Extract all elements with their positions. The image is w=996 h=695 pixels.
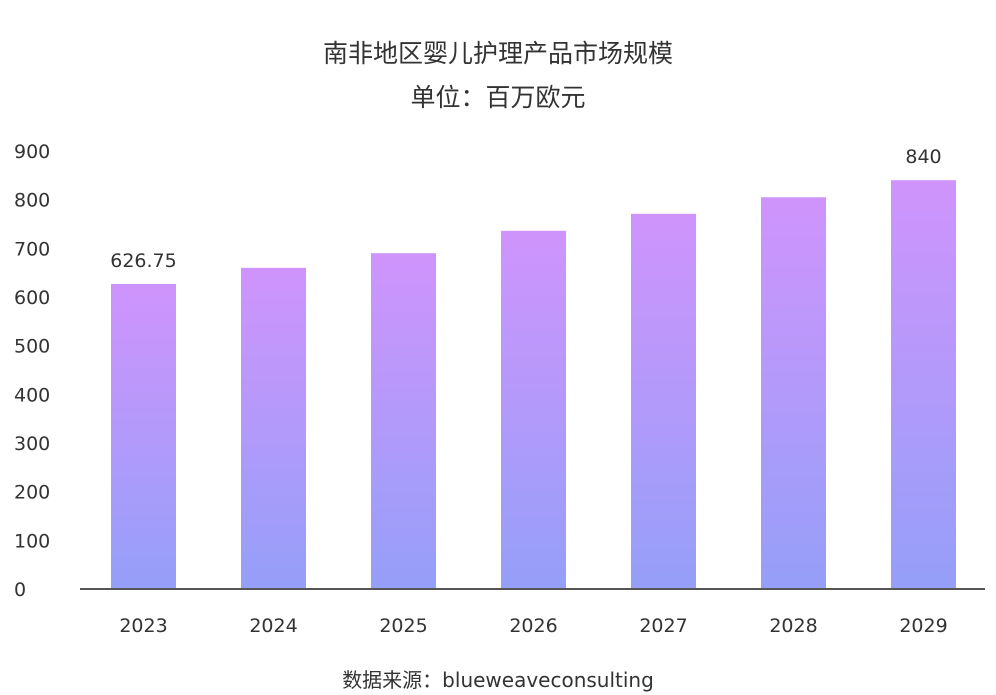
y-tick-label: 0 (14, 579, 26, 601)
bar-2027 (631, 213, 696, 589)
chart-subtitle: 单位：百万欧元 (410, 83, 586, 112)
y-tick-label: 800 (14, 190, 50, 212)
x-tick-label: 2023 (119, 615, 167, 637)
y-tick-label: 700 (14, 238, 50, 260)
y-tick-label: 300 (14, 433, 50, 455)
x-tick-label: 2025 (379, 615, 427, 637)
data-label: 840 (905, 146, 941, 168)
source-note: 数据来源：blueweaveconsulting (342, 668, 654, 692)
x-tick-label: 2028 (769, 615, 817, 637)
y-tick-label: 600 (14, 287, 50, 309)
data-label: 626.75 (110, 250, 176, 272)
bar-2024 (241, 267, 306, 589)
y-tick-label: 100 (14, 530, 50, 552)
bar-2023 (111, 283, 176, 589)
x-tick-label: 2029 (899, 615, 947, 637)
bar-2026 (501, 230, 566, 589)
x-tick-label: 2024 (249, 615, 297, 637)
bar-2029 (891, 180, 956, 589)
bar-2025 (371, 253, 436, 589)
y-tick-label: 400 (14, 384, 50, 406)
x-tick-label: 2026 (509, 615, 557, 637)
y-tick-label: 500 (14, 336, 50, 358)
chart-title: 南非地区婴儿护理产品市场规模 (322, 39, 673, 68)
y-tick-label: 900 (14, 141, 50, 163)
bar-2028 (761, 197, 826, 589)
x-tick-label: 2027 (639, 615, 687, 637)
y-tick-label: 200 (14, 482, 50, 504)
